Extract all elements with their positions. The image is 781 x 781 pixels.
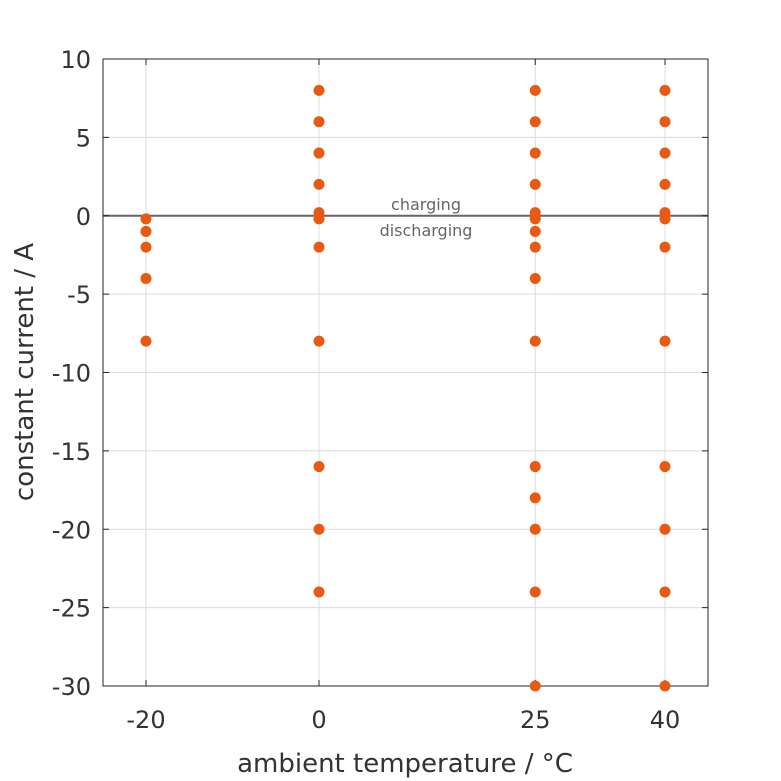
data-point [140, 272, 152, 284]
y-axis-title: constant current / A [10, 243, 40, 501]
data-point [313, 147, 325, 159]
data-point [659, 523, 671, 535]
data-point [659, 461, 671, 473]
data-point [313, 461, 325, 473]
data-point [313, 241, 325, 253]
data-point [529, 680, 541, 692]
data-point [529, 225, 541, 237]
y-tick-label: -5 [67, 281, 91, 309]
annotation-discharging: discharging [380, 221, 473, 240]
data-point [529, 147, 541, 159]
annotation-charging: charging [391, 195, 461, 214]
data-point [313, 116, 325, 128]
y-tick-label: -15 [52, 438, 91, 466]
data-point [659, 147, 671, 159]
data-point [140, 241, 152, 253]
data-point [529, 178, 541, 190]
data-point [529, 272, 541, 284]
y-tick-labels: 10 5 0 -5 -10 -15 -20 -25 -30 [52, 46, 91, 701]
data-point [529, 492, 541, 504]
data-point [659, 241, 671, 253]
data-point [529, 84, 541, 96]
data-point [659, 178, 671, 190]
grid-lines [103, 59, 708, 686]
data-point [659, 116, 671, 128]
y-tick-label: -30 [52, 673, 91, 701]
data-points [140, 84, 671, 692]
data-point [313, 84, 325, 96]
y-tick-label: -10 [52, 360, 91, 388]
y-tick-label: -25 [52, 595, 91, 623]
data-point [313, 213, 325, 225]
data-point [529, 116, 541, 128]
x-tick-label: 25 [520, 706, 551, 734]
data-point [659, 335, 671, 347]
data-point [140, 335, 152, 347]
y-tick-label: 5 [76, 124, 91, 152]
data-point [529, 523, 541, 535]
y-tick-label: -20 [52, 516, 91, 544]
data-point [140, 213, 152, 225]
data-point [313, 335, 325, 347]
y-tick-label: 10 [60, 46, 91, 74]
x-tick-labels: -20 0 25 40 [126, 706, 680, 734]
data-point [529, 461, 541, 473]
data-point [529, 335, 541, 347]
data-point [313, 586, 325, 598]
data-point [529, 586, 541, 598]
y-tick-label: 0 [76, 203, 91, 231]
data-point [529, 241, 541, 253]
x-tick-label: 0 [311, 706, 326, 734]
data-point [140, 225, 152, 237]
x-axis-title: ambient temperature / °C [237, 749, 573, 779]
data-point [659, 586, 671, 598]
x-tick-label: -20 [126, 706, 165, 734]
x-tick-label: 40 [650, 706, 681, 734]
data-point [659, 680, 671, 692]
data-point [529, 213, 541, 225]
data-point [659, 84, 671, 96]
data-point [313, 523, 325, 535]
data-point [659, 213, 671, 225]
data-point [313, 178, 325, 190]
